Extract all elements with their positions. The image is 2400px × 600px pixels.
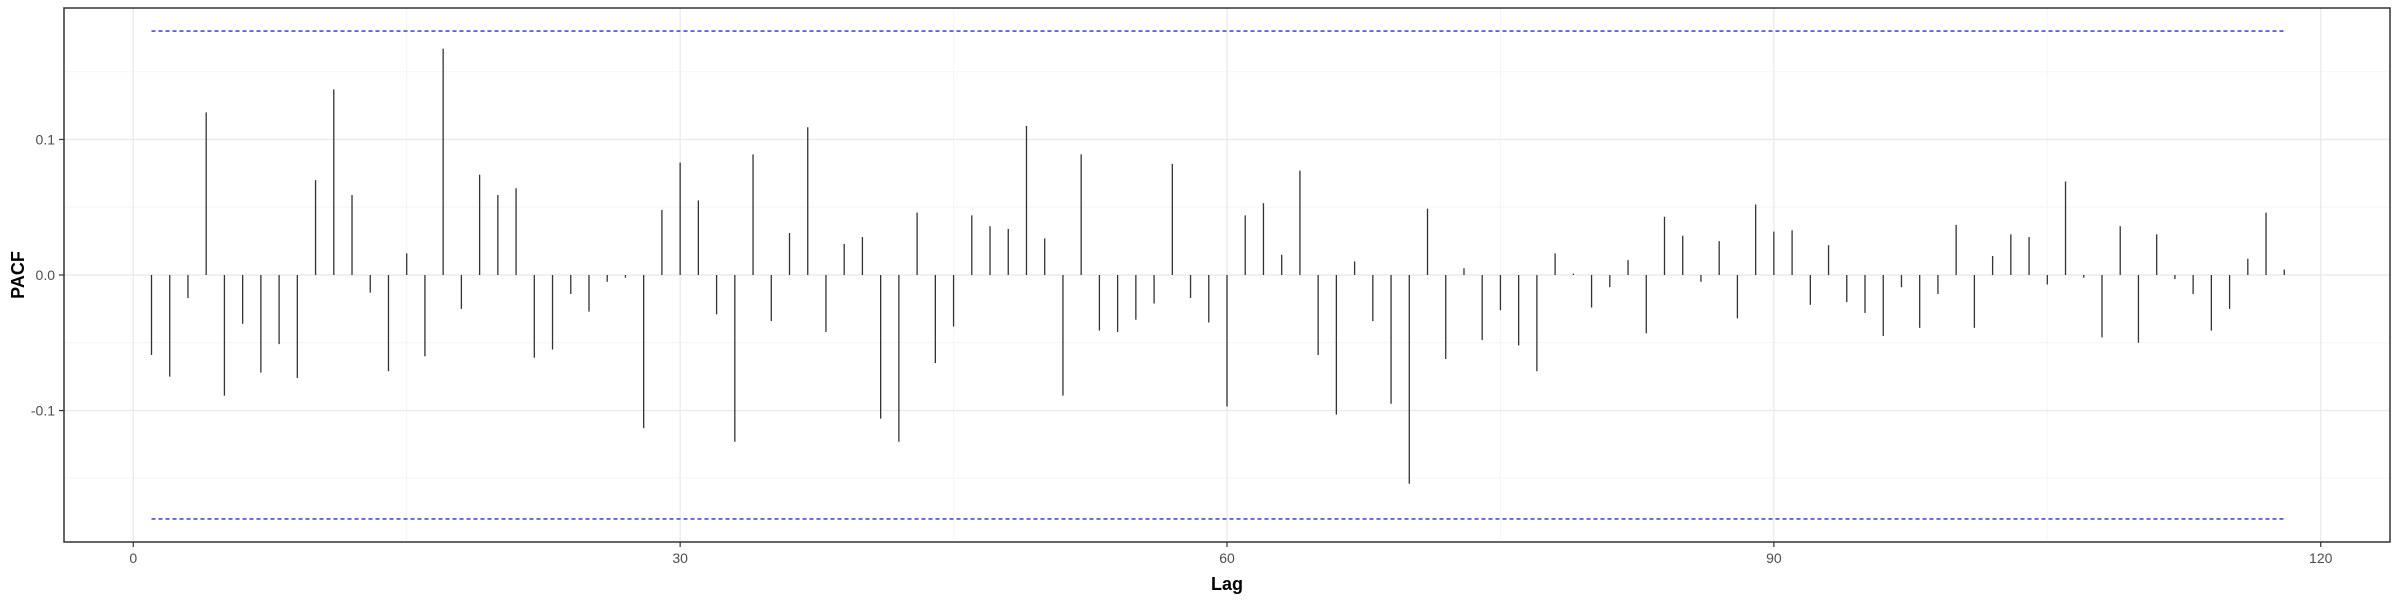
confidence-bounds [151,30,2285,520]
y-axis-tick-labels: -0.1 0.0 0.1 [31,131,55,418]
x-tick-label: 0 [129,550,137,566]
x-tick-label: 90 [1766,550,1782,566]
x-tick-label: 30 [672,550,688,566]
x-tick-label: 120 [2309,550,2333,566]
x-tick-label: 60 [1219,550,1235,566]
y-tick-label: -0.1 [31,403,55,419]
y-axis-title: PACF [8,251,28,299]
major-grid [64,8,2390,542]
y-tick-label: 0.0 [36,267,56,283]
y-tick-label: 0.1 [36,131,56,147]
x-axis-title: Lag [1211,574,1243,594]
axis-ticks [59,138,2322,547]
pacf-bars [150,48,2285,484]
x-axis-tick-labels: 0 30 60 90 120 [129,550,2332,566]
